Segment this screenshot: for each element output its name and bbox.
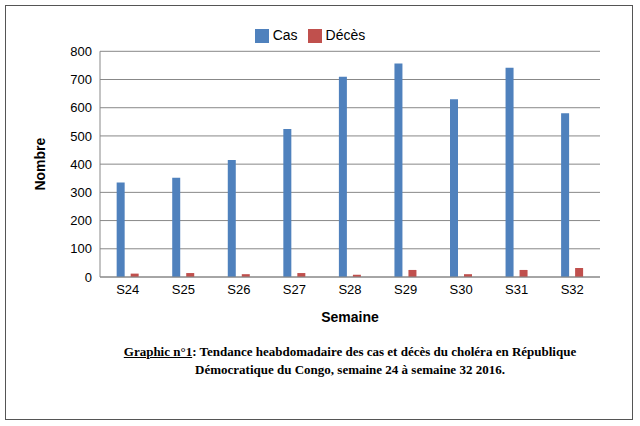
svg-text:S28: S28 xyxy=(338,282,361,297)
svg-text:S26: S26 xyxy=(227,282,250,297)
svg-text:Semaine: Semaine xyxy=(321,309,379,325)
svg-text:S32: S32 xyxy=(561,282,584,297)
svg-text:Nombre: Nombre xyxy=(32,137,48,190)
svg-text:100: 100 xyxy=(70,241,92,256)
svg-text:200: 200 xyxy=(70,213,92,228)
svg-text:300: 300 xyxy=(70,185,92,200)
svg-text:800: 800 xyxy=(70,44,92,59)
svg-text:S30: S30 xyxy=(450,282,473,297)
svg-text:600: 600 xyxy=(70,100,92,115)
svg-text:S31: S31 xyxy=(505,282,528,297)
html-text:Décès: Décès xyxy=(325,27,366,43)
svg-text:0: 0 xyxy=(85,270,92,285)
svg-text:S29: S29 xyxy=(394,282,417,297)
svg-text:S25: S25 xyxy=(172,282,195,297)
html-text:Graphic n°1: Tendance heabdoma: Graphic n°1: Tendance heabdomadaire des … xyxy=(123,344,577,377)
html-text:Cas: Cas xyxy=(272,27,298,43)
svg-text:500: 500 xyxy=(70,129,92,144)
svg-text:700: 700 xyxy=(70,72,92,87)
svg-text:S27: S27 xyxy=(283,282,306,297)
svg-text:S24: S24 xyxy=(116,282,139,297)
svg-text:400: 400 xyxy=(70,157,92,172)
